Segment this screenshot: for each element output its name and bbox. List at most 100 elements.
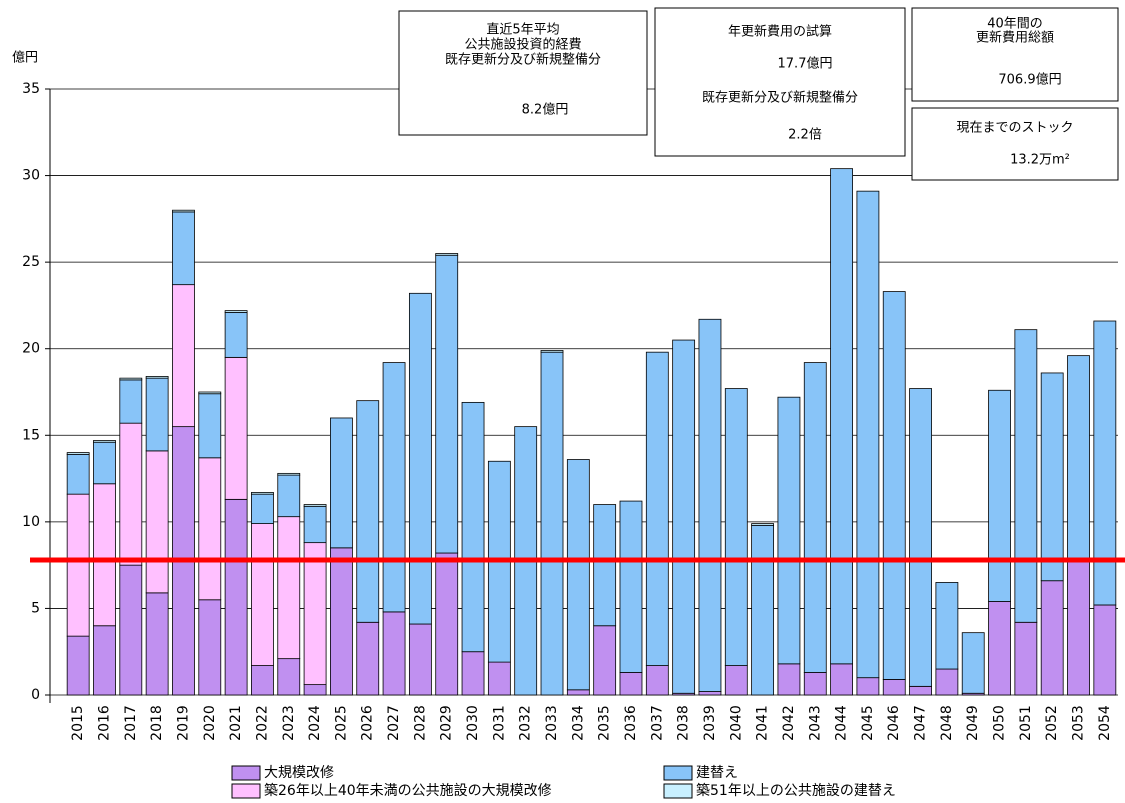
bar-segment [1040,372,1064,582]
x-tick-label: 2043 [807,705,823,741]
x-tick-label: 2033 [544,705,560,741]
info-text: 更新費用総額 [976,30,1054,46]
legend-swatch [663,783,693,799]
bar-segment [172,284,195,428]
bar-segment [198,393,222,459]
bar-segment [882,679,906,696]
bar-segment [198,391,222,395]
bar-segment [672,339,696,694]
bar-segment [224,356,248,500]
x-tick-label: 2038 [676,705,692,741]
y-tick-label: 10 [22,514,40,530]
bar-segment [961,632,985,694]
bar-segment [751,523,775,526]
legend-label: 築51年以上の公共施設の建替え [696,783,896,799]
bar-segment [198,599,222,696]
bar-segment [145,592,169,696]
bar-segment [830,663,853,696]
info-text: 年更新費用の試算 [728,24,832,40]
bar-segment [224,498,248,696]
bar-segment [251,523,274,666]
x-tick-label: 2030 [465,705,481,741]
bar-segment [619,500,643,673]
info-text: 8.2億円 [522,102,569,118]
bar-segment [66,635,90,696]
bar-segment [566,459,590,691]
y-tick-label: 25 [22,254,40,270]
bar-segment [303,542,327,686]
info-text: 706.9億円 [998,72,1061,88]
bar-segment [172,209,195,213]
x-tick-label: 2042 [781,705,797,741]
legend-swatch [231,765,261,781]
x-tick-label: 2020 [202,705,218,741]
bar-segment [93,483,116,627]
x-tick-label: 2032 [518,705,534,741]
x-tick-label: 2048 [939,705,955,741]
bar-segment [830,168,853,665]
x-tick-label: 2052 [1044,705,1060,741]
x-tick-label: 2016 [96,705,112,741]
x-tick-label: 2019 [175,705,191,741]
bar-segment [408,292,432,625]
y-tick-label: 15 [22,427,40,443]
x-tick-label: 2035 [597,705,613,741]
bar-segment [119,422,143,566]
bar-segment [566,689,590,696]
bar-segment [356,621,380,696]
bar-segment [330,417,353,549]
info-box [398,10,648,136]
info-text: 40年間の [987,17,1043,32]
bar-segment [224,311,248,358]
x-tick-label: 2040 [728,705,744,741]
bar-segment [93,625,116,696]
info-box [911,7,1119,102]
y-tick-label: 0 [31,687,40,703]
x-tick-label: 2026 [360,705,376,741]
bar-segment [882,291,906,680]
bar-segment [1014,329,1038,623]
bar-segment [724,665,748,696]
bar-segment [435,254,459,554]
bar-segment [856,190,880,679]
bar-segment [277,658,301,696]
bar-segment [145,377,169,452]
bar-segment [988,389,1011,602]
x-tick-label: 2018 [149,705,165,741]
bar-segment [909,685,932,696]
bar-segment [66,493,90,637]
bar-segment [277,472,301,476]
bar-segment [93,441,116,485]
x-tick-label: 2050 [992,705,1008,741]
x-tick-label: 2046 [886,705,902,741]
y-tick-label: 20 [22,341,40,357]
bar-segment [1067,355,1090,561]
x-tick-label: 2029 [439,705,455,741]
bar-segment [145,450,169,594]
bar-segment [461,651,485,696]
bar-segment [698,318,722,692]
info-text: 既存更新分及び新規整備分 [702,90,858,106]
x-tick-label: 2028 [412,705,428,741]
bar-segment [593,504,617,627]
bar-segment [777,396,801,665]
y-axis-label: 億円 [12,50,38,66]
bar-segment [1014,621,1038,696]
bar-segment [435,253,459,256]
bar-segment [593,625,617,696]
bar-segment [461,401,485,653]
bar-segment [751,524,775,696]
info-box [654,7,906,157]
y-tick-label: 35 [22,81,40,97]
x-tick-label: 2017 [123,705,139,741]
bar-segment [330,547,353,696]
x-tick-label: 2024 [307,705,323,741]
y-tick-label: 5 [31,600,40,616]
bar-segment [66,453,90,495]
legend-label: 築26年以上40年未満の公共施設の大規模改修 [264,783,552,799]
info-text: 既存更新分及び新規整備分 [445,52,601,68]
bar-segment [540,351,564,696]
bar-segment [619,672,643,696]
x-tick-label: 2031 [491,705,507,741]
x-tick-label: 2037 [649,705,665,741]
